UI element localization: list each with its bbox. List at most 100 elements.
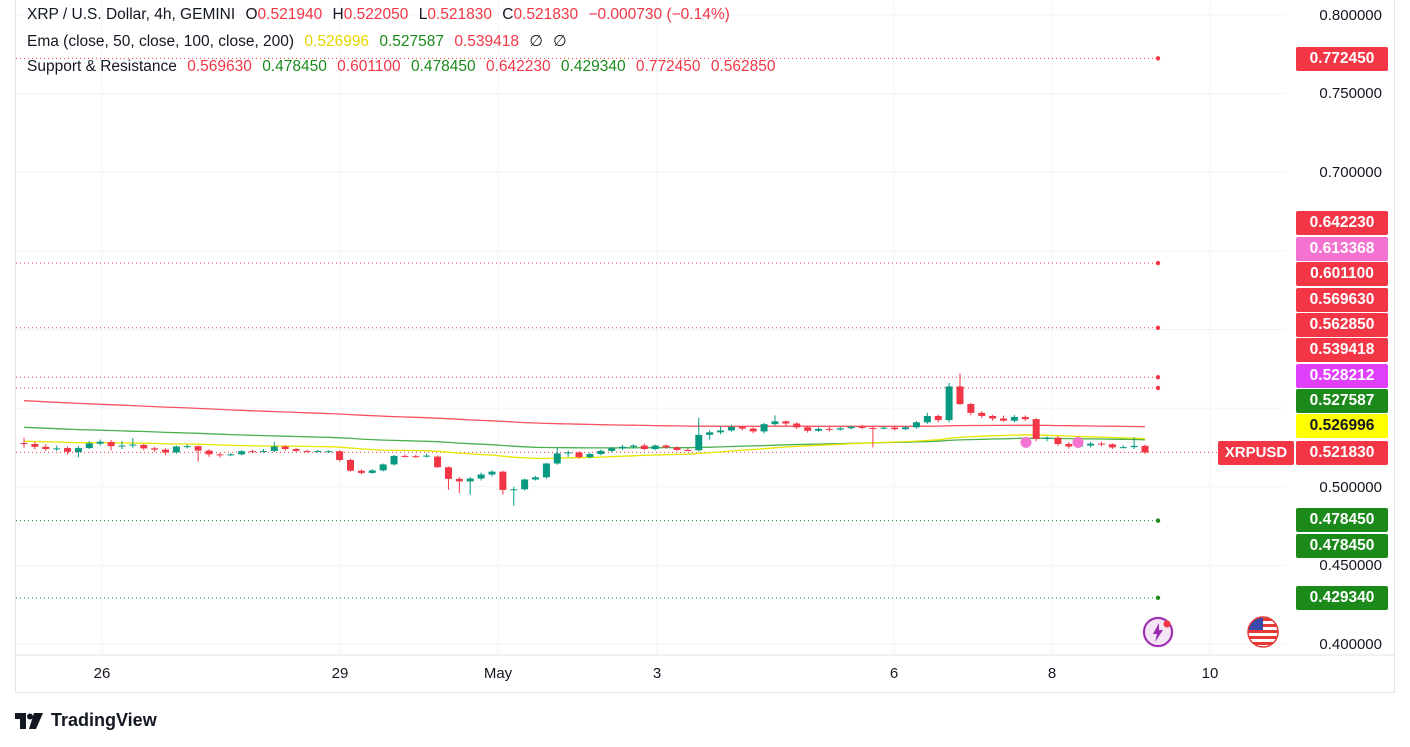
candle-body [673,447,681,450]
candle [629,444,637,449]
price-tick: 0.800000 [1319,7,1382,24]
chart-frame[interactable] [15,0,1395,693]
candle-body [20,443,28,445]
candle-body [695,434,703,451]
sr-value: 0.562850 [710,58,776,75]
candle [836,426,844,431]
candle [488,470,496,477]
candle [749,427,757,434]
candle [259,449,267,453]
candle [1097,441,1105,447]
candle [238,450,246,456]
sr-value: 0.478450 [410,58,476,75]
candle [423,453,431,458]
candle-body [869,427,877,429]
candle-body [314,450,322,452]
candle [85,441,93,450]
candle [292,448,300,453]
candle [1000,415,1008,422]
candle [989,414,997,421]
candle-body [825,428,833,430]
candle [1032,418,1040,442]
candle [347,458,355,472]
candle [782,420,790,426]
price-tag: 0.613368 [1296,237,1388,261]
ema200-value: 0.539418 [454,33,519,50]
candle-body [1097,443,1105,445]
candle [793,422,801,430]
price-tag: 0.772450 [1296,47,1388,71]
candle-body [1032,419,1040,439]
candle [455,477,463,494]
candle [74,445,82,458]
ema200-line [23,400,1146,428]
candle-body [553,453,561,464]
ema-title[interactable]: Ema (close, 50, close, 100, close, 200) [27,33,295,50]
price-tick: 0.500000 [1319,479,1382,496]
candle-body [608,448,616,451]
price-tag: 0.478450 [1296,534,1388,558]
candle [760,422,768,434]
candle [42,444,50,451]
candle [118,441,126,450]
candle [151,446,159,452]
candle-body [412,456,420,458]
price-tag: 0.526996 [1296,414,1388,438]
close-label: C [502,6,514,23]
candle [727,424,735,432]
candle-body [85,443,93,449]
ema100-line [23,426,1146,449]
candle [521,478,529,491]
candle [619,444,627,450]
candle [640,443,648,451]
candle-body [151,448,159,450]
legend-ohlc: XRP / U.S. Dollar, 4h, GEMINI O0.521940 … [27,6,736,24]
us-flag-icon[interactable] [1247,616,1279,648]
candle-body [858,426,866,428]
candle-body [281,446,289,450]
candle [194,445,202,462]
candle [1108,443,1116,450]
candle-body [629,445,637,447]
lightning-icon[interactable] [1142,616,1174,648]
candle [434,455,442,468]
candle-body [923,415,931,423]
candle [140,443,148,451]
sr-level-dot [1155,385,1161,391]
tradingview-logo[interactable]: TradingView [15,710,157,731]
candle-body [521,479,529,490]
cross-marker [1072,436,1084,448]
symbol-title[interactable]: XRP / U.S. Dollar, 4h, GEMINI [27,6,236,23]
candle-body [814,428,822,431]
sr-value: 0.601100 [337,58,401,75]
candle [586,452,594,459]
candle-body [771,421,779,425]
price-tag: 0.539418 [1296,338,1388,362]
high-value: 0.522050 [343,6,409,23]
candle [227,453,235,457]
candle [281,445,289,451]
candle-body [542,463,550,478]
legend-ema: Ema (close, 50, close, 100, close, 200) … [27,32,573,51]
candle-body [989,415,997,419]
candle-body [575,452,583,458]
candle [662,444,670,449]
open-value: 0.521940 [257,6,323,23]
sr-title[interactable]: Support & Resistance [27,58,177,75]
candle [717,426,725,435]
change-value: −0.000730 (−0.14%) [588,6,730,23]
candle [1054,436,1062,446]
sr-value: 0.642230 [485,58,551,75]
candle-body [140,444,148,449]
candle-body [1087,443,1095,446]
candle [325,450,333,453]
candle-body [270,446,278,451]
candle-body [912,422,920,428]
candle [945,382,953,423]
candle [499,470,507,495]
time-tick: May [483,665,513,682]
candle [129,438,137,448]
support-resistance-lines [16,56,1295,601]
candle-body [967,404,975,413]
